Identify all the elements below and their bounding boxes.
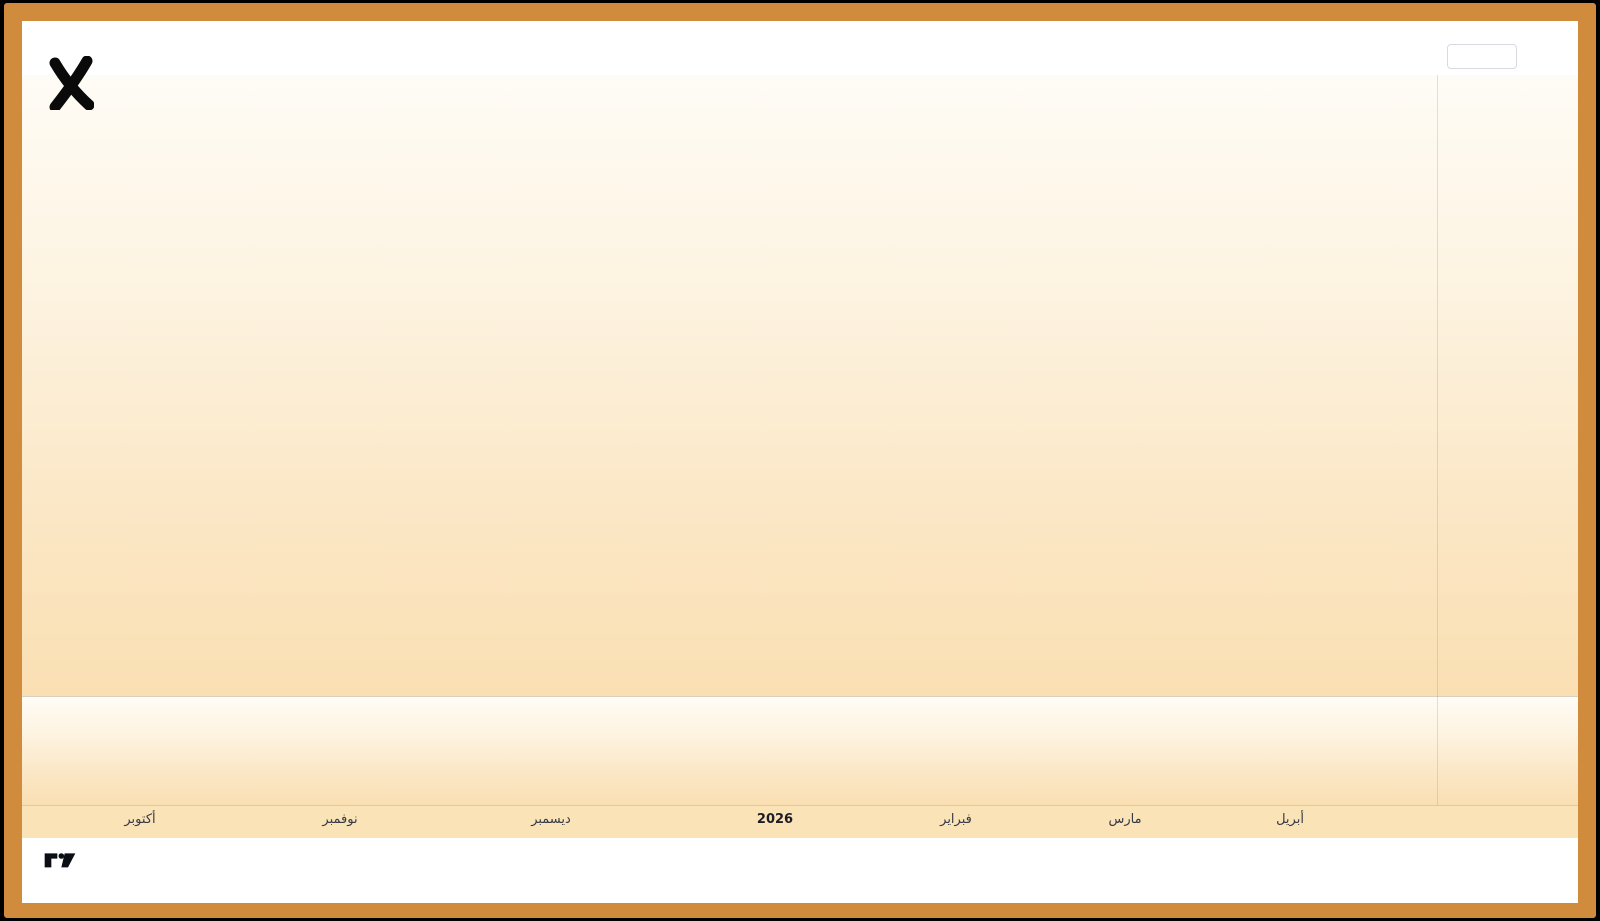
time-label: مارس xyxy=(1108,812,1142,827)
rsi-pane[interactable] xyxy=(33,697,1437,805)
time-label: أكتوبر xyxy=(124,812,156,827)
footer-strip xyxy=(22,838,1578,903)
time-label: فبراير xyxy=(940,812,972,827)
symbol-legend[interactable] xyxy=(33,46,43,62)
currency-button[interactable] xyxy=(1447,44,1517,69)
time-axis-strip[interactable] xyxy=(22,805,1578,838)
time-scale[interactable]: أكتوبر نوفمبر ديسمبر 2026 فبراير مارس أبريل xyxy=(22,805,1578,838)
uploader-x-logo xyxy=(48,55,95,115)
main-chart[interactable] xyxy=(33,75,1437,696)
main-pane-background xyxy=(22,75,1578,696)
price-axis-separator xyxy=(1437,75,1438,805)
time-label: أبريل xyxy=(1276,812,1304,827)
pane-separator[interactable] xyxy=(22,696,1578,697)
time-axis-separator xyxy=(22,805,1578,806)
time-label: ديسمبر xyxy=(531,812,571,827)
time-label: 2026 xyxy=(756,812,794,827)
rsi-pane-background xyxy=(22,697,1578,805)
time-label: نوفمبر xyxy=(322,812,358,827)
price-scale[interactable] xyxy=(1437,75,1577,805)
tradingview-logo-icon[interactable] xyxy=(44,847,76,878)
